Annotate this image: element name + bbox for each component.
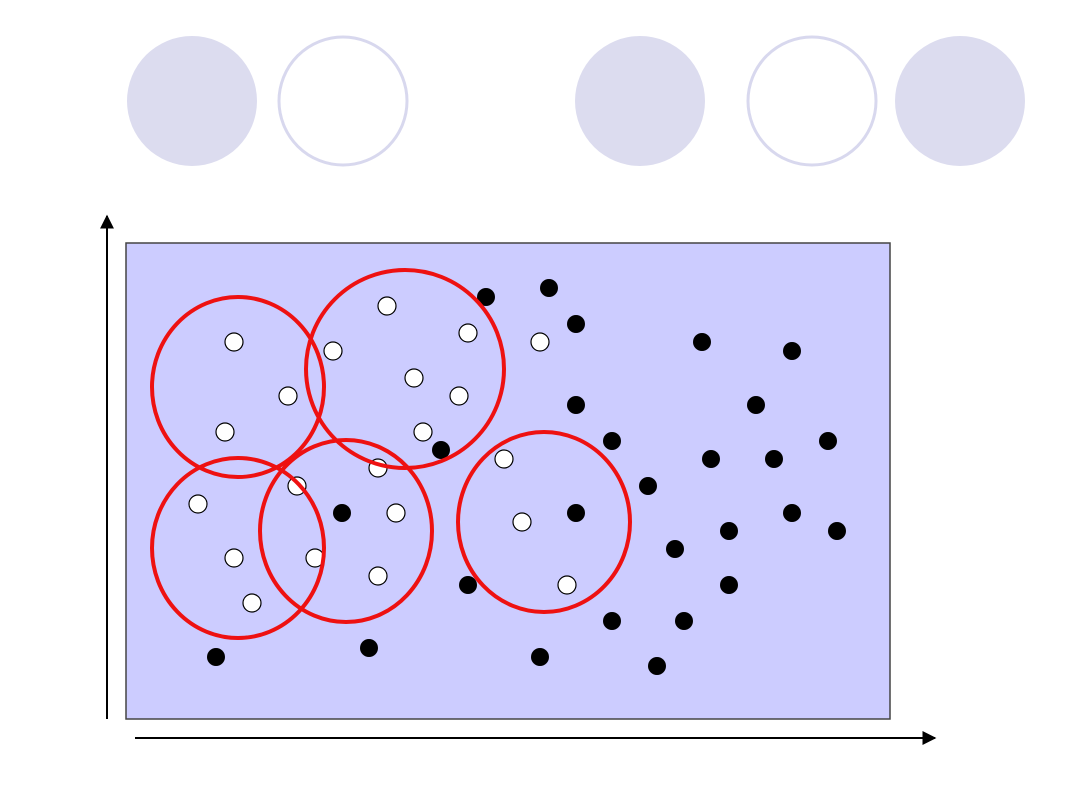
deco-circle (127, 36, 257, 166)
black-point (783, 342, 801, 360)
white-point (278, 386, 298, 406)
black-point (603, 432, 621, 450)
white-point (215, 422, 235, 442)
white-point (530, 332, 550, 352)
neighborhood-circle (150, 456, 326, 640)
deco-circle (575, 36, 705, 166)
white-points (188, 296, 577, 613)
neighborhoods (150, 268, 632, 640)
black-point (747, 396, 765, 414)
black-point (828, 522, 846, 540)
white-point (512, 512, 532, 532)
black-point (567, 315, 585, 333)
white-point (557, 575, 577, 595)
white-point (287, 476, 307, 496)
white-point (224, 332, 244, 352)
white-point (188, 494, 208, 514)
black-points (207, 279, 846, 675)
white-point (377, 296, 397, 316)
white-point (404, 368, 424, 388)
black-point (459, 576, 477, 594)
black-point (720, 522, 738, 540)
white-point (323, 341, 343, 361)
neighborhood-circle (258, 438, 434, 624)
black-point (783, 504, 801, 522)
white-point (413, 422, 433, 442)
black-point (207, 648, 225, 666)
black-point (531, 648, 549, 666)
deco-circle (277, 35, 409, 167)
black-point (819, 432, 837, 450)
black-point (648, 657, 666, 675)
deco-circle (746, 35, 878, 167)
neighborhood-circle (456, 430, 632, 614)
neighborhood-circle (150, 295, 326, 479)
black-point (720, 576, 738, 594)
black-point (360, 639, 378, 657)
black-point (702, 450, 720, 468)
black-point (765, 450, 783, 468)
black-point (693, 333, 711, 351)
black-point (567, 396, 585, 414)
white-point (494, 449, 514, 469)
neighborhood-circle (304, 268, 506, 470)
white-point (449, 386, 469, 406)
white-point (386, 503, 406, 523)
white-point (242, 593, 262, 613)
deco-circle (895, 36, 1025, 166)
plot-area (125, 242, 891, 720)
black-point (639, 477, 657, 495)
white-point (224, 548, 244, 568)
black-point (432, 441, 450, 459)
white-point (458, 323, 478, 343)
white-point (368, 566, 388, 586)
black-point (477, 288, 495, 306)
black-point (675, 612, 693, 630)
black-point (603, 612, 621, 630)
black-point (567, 504, 585, 522)
black-point (333, 504, 351, 522)
black-point (540, 279, 558, 297)
black-point (666, 540, 684, 558)
